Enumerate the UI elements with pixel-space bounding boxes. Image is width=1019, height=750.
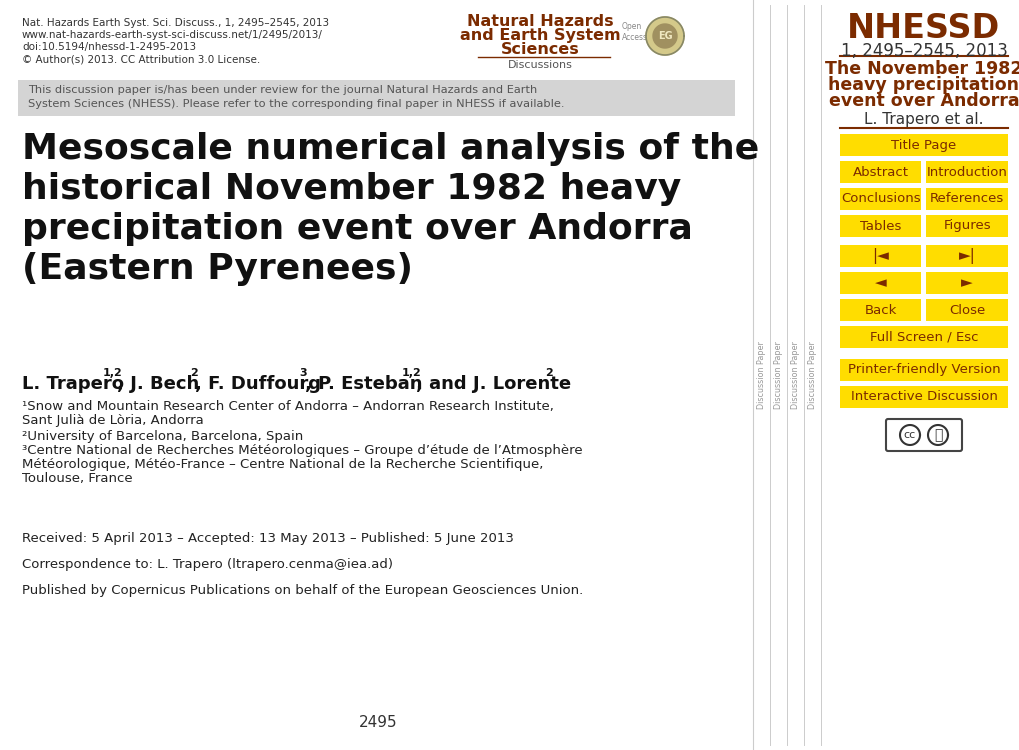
FancyBboxPatch shape: [840, 188, 920, 210]
Text: L. Trapero: L. Trapero: [22, 375, 124, 393]
Text: Correspondence to: L. Trapero (ltrapero.cenma@iea.ad): Correspondence to: L. Trapero (ltrapero.…: [22, 558, 392, 571]
Text: Météorologique, Météo-France – Centre National de la Recherche Scientifique,: Météorologique, Météo-France – Centre Na…: [22, 458, 543, 471]
Text: Open
Access: Open Access: [622, 22, 647, 43]
Text: Printer-friendly Version: Printer-friendly Version: [847, 364, 1000, 376]
Text: L. Trapero et al.: L. Trapero et al.: [863, 112, 982, 127]
Text: event over Andorra: event over Andorra: [827, 92, 1018, 110]
Text: Title Page: Title Page: [891, 139, 956, 152]
Text: Discussion Paper: Discussion Paper: [808, 341, 816, 409]
Text: Received: 5 April 2013 – Accepted: 13 May 2013 – Published: 5 June 2013: Received: 5 April 2013 – Accepted: 13 Ma…: [22, 532, 514, 545]
Text: Mesoscale numerical analysis of the: Mesoscale numerical analysis of the: [22, 132, 758, 166]
FancyBboxPatch shape: [925, 245, 1007, 267]
Text: , and J. Lorente: , and J. Lorente: [416, 375, 571, 393]
Text: System Sciences (NHESS). Please refer to the corresponding final paper in NHESS : System Sciences (NHESS). Please refer to…: [28, 99, 564, 109]
FancyBboxPatch shape: [886, 419, 961, 451]
Text: 1,2: 1,2: [103, 368, 122, 378]
Text: This discussion paper is/has been under review for the journal Natural Hazards a: This discussion paper is/has been under …: [28, 85, 537, 95]
FancyBboxPatch shape: [840, 272, 920, 294]
FancyBboxPatch shape: [925, 272, 1007, 294]
FancyBboxPatch shape: [18, 80, 735, 116]
Text: 1,2: 1,2: [401, 368, 421, 378]
FancyBboxPatch shape: [840, 359, 1007, 381]
Text: Published by Copernicus Publications on behalf of the European Geosciences Union: Published by Copernicus Publications on …: [22, 584, 583, 597]
Text: Tables: Tables: [859, 220, 901, 232]
Text: Discussions: Discussions: [507, 60, 572, 70]
Text: Discussion Paper: Discussion Paper: [791, 341, 800, 409]
Text: , P. Esteban: , P. Esteban: [305, 375, 422, 393]
FancyBboxPatch shape: [840, 215, 920, 237]
Text: Conclusions: Conclusions: [840, 193, 920, 206]
FancyBboxPatch shape: [840, 299, 920, 321]
Text: www.nat-hazards-earth-syst-sci-discuss.net/1/2495/2013/: www.nat-hazards-earth-syst-sci-discuss.n…: [22, 30, 323, 40]
Text: historical November 1982 heavy: historical November 1982 heavy: [22, 172, 681, 206]
Text: ►: ►: [961, 275, 972, 290]
Polygon shape: [645, 17, 684, 55]
FancyBboxPatch shape: [840, 245, 920, 267]
Text: Interactive Discussion: Interactive Discussion: [850, 391, 997, 404]
Text: ⓑ: ⓑ: [933, 428, 942, 442]
Text: 2495: 2495: [359, 715, 397, 730]
Text: ►|: ►|: [958, 248, 975, 264]
Text: ¹Snow and Mountain Research Center of Andorra – Andorran Research Institute,: ¹Snow and Mountain Research Center of An…: [22, 400, 553, 413]
Text: Abstract: Abstract: [852, 166, 908, 178]
Text: 2: 2: [190, 368, 198, 378]
Text: Discussion Paper: Discussion Paper: [757, 341, 765, 409]
Text: (Eastern Pyrenees): (Eastern Pyrenees): [22, 252, 413, 286]
Text: Toulouse, France: Toulouse, France: [22, 472, 132, 485]
FancyBboxPatch shape: [840, 386, 1007, 408]
Text: References: References: [929, 193, 1004, 206]
FancyBboxPatch shape: [925, 188, 1007, 210]
Text: Introduction: Introduction: [926, 166, 1007, 178]
Polygon shape: [652, 24, 677, 48]
Text: Nat. Hazards Earth Syst. Sci. Discuss., 1, 2495–2545, 2013: Nat. Hazards Earth Syst. Sci. Discuss., …: [22, 18, 329, 28]
Text: heavy precipitation: heavy precipitation: [827, 76, 1019, 94]
Text: Figures: Figures: [943, 220, 990, 232]
Text: Back: Back: [864, 304, 896, 316]
Text: © Author(s) 2013. CC Attribution 3.0 License.: © Author(s) 2013. CC Attribution 3.0 Lic…: [22, 54, 260, 64]
FancyBboxPatch shape: [925, 161, 1007, 183]
Text: 1, 2495–2545, 2013: 1, 2495–2545, 2013: [840, 42, 1007, 60]
FancyBboxPatch shape: [925, 299, 1007, 321]
Text: 2: 2: [545, 368, 552, 378]
Text: , J. Bech: , J. Bech: [117, 375, 200, 393]
Text: Sciences: Sciences: [500, 42, 579, 57]
Text: 3: 3: [300, 368, 307, 378]
FancyBboxPatch shape: [840, 161, 920, 183]
FancyBboxPatch shape: [925, 215, 1007, 237]
Text: ²University of Barcelona, Barcelona, Spain: ²University of Barcelona, Barcelona, Spa…: [22, 430, 303, 443]
Text: , F. Duffourg: , F. Duffourg: [195, 375, 321, 393]
FancyBboxPatch shape: [840, 134, 1007, 156]
FancyBboxPatch shape: [840, 326, 1007, 348]
Text: Sant Julià de Lòria, Andorra: Sant Julià de Lòria, Andorra: [22, 414, 204, 427]
Text: doi:10.5194/nhessd-1-2495-2013: doi:10.5194/nhessd-1-2495-2013: [22, 42, 196, 52]
Text: Discussion Paper: Discussion Paper: [773, 341, 783, 409]
Text: EG: EG: [657, 31, 672, 41]
Text: Close: Close: [949, 304, 984, 316]
Text: ◄: ◄: [874, 275, 886, 290]
Text: precipitation event over Andorra: precipitation event over Andorra: [22, 212, 692, 246]
Text: Full Screen / Esc: Full Screen / Esc: [869, 331, 977, 344]
Text: The November 1982: The November 1982: [824, 60, 1019, 78]
Text: cc: cc: [903, 430, 915, 440]
Text: |◄: |◄: [871, 248, 889, 264]
Text: ³Centre National de Recherches Météorologiques – Groupe d’étude de l’Atmosphère: ³Centre National de Recherches Météorolo…: [22, 444, 582, 457]
Text: Natural Hazards: Natural Hazards: [467, 14, 612, 29]
Text: NHESSD: NHESSD: [847, 12, 1000, 45]
Text: and Earth System: and Earth System: [460, 28, 620, 43]
